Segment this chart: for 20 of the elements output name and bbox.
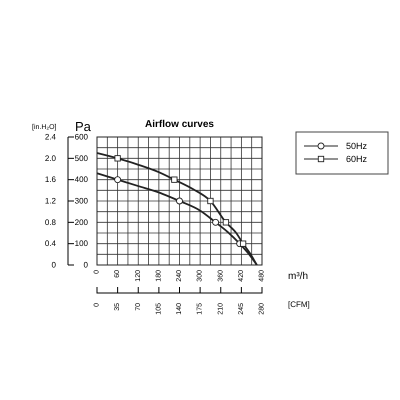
y2-tick-label: 0	[52, 260, 57, 270]
y-tick-label: 600	[74, 132, 89, 142]
legend-label: 60Hz	[346, 154, 368, 164]
chart-title: Airflow curves	[145, 119, 214, 130]
y-tick-label: 500	[74, 154, 89, 163]
y-tick-label: 100	[74, 239, 89, 248]
y2-tick-label: 0.8	[44, 218, 57, 227]
y2-tick-label: 1.6	[44, 175, 57, 184]
y2-tick-label: 2.0	[44, 154, 57, 163]
y-tick-label: 300	[74, 196, 89, 206]
y2-tick-label: 1.2	[44, 196, 57, 206]
y-axis-title: Pa	[75, 119, 92, 134]
y-tick-label: 200	[74, 218, 89, 227]
x-axis-title: m³/h	[288, 271, 308, 282]
y2-tick-label: 0.4	[44, 239, 57, 248]
y-tick-label: 0	[84, 260, 89, 270]
legend-label: 50Hz	[346, 141, 368, 151]
y-tick-label: 400	[74, 175, 89, 184]
x2-axis-title: [CFM]	[288, 300, 310, 309]
y2-tick-label: 2.4	[44, 132, 57, 142]
